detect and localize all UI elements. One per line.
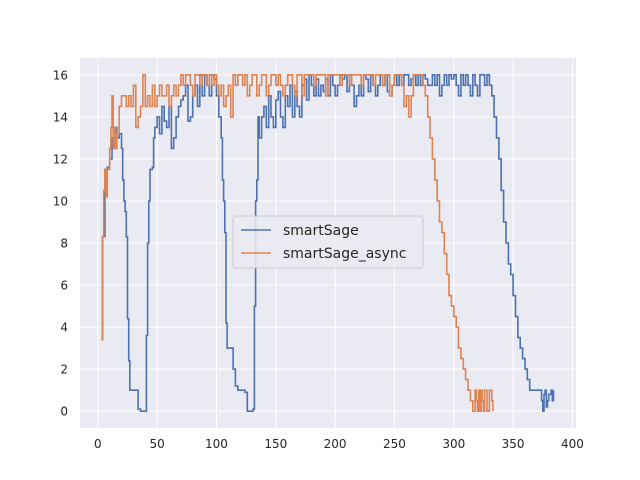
y-tick-label-4: 4 [60,321,68,335]
y-tick-label-12: 12 [53,152,68,166]
y-tick-label-0: 0 [60,405,68,419]
series-layer [101,74,555,412]
y-tick-label-8: 8 [60,237,68,251]
x-tick-label-0: 0 [94,437,102,451]
y-tick-labels: 0 2 4 6 8 10 12 14 16 [53,68,68,418]
y-tick-label-14: 14 [53,110,68,124]
y-tick-label-6: 6 [60,279,68,293]
series-line-smartSage_async [101,74,494,412]
legend-label-smartSage: smartSage [283,223,359,239]
y-tick-label-10: 10 [53,194,68,208]
x-tick-label-350: 350 [502,437,525,451]
x-tick-label-300: 300 [442,437,465,451]
legend-box [232,215,424,269]
x-tick-label-250: 250 [383,437,406,451]
legend-label-smartSage_async: smartSage_async [283,246,406,262]
x-tick-label-50: 50 [149,437,164,451]
x-tick-labels: 0 50 100 150 200 250 300 350 400 [94,437,584,451]
y-tick-label-2: 2 [60,363,68,377]
x-tick-label-150: 150 [264,437,287,451]
legend: smartSage smartSage_async [232,215,424,269]
x-tick-label-100: 100 [205,437,228,451]
y-tick-label-16: 16 [53,68,68,82]
x-tick-label-200: 200 [324,437,347,451]
x-tick-label-400: 400 [561,437,584,451]
